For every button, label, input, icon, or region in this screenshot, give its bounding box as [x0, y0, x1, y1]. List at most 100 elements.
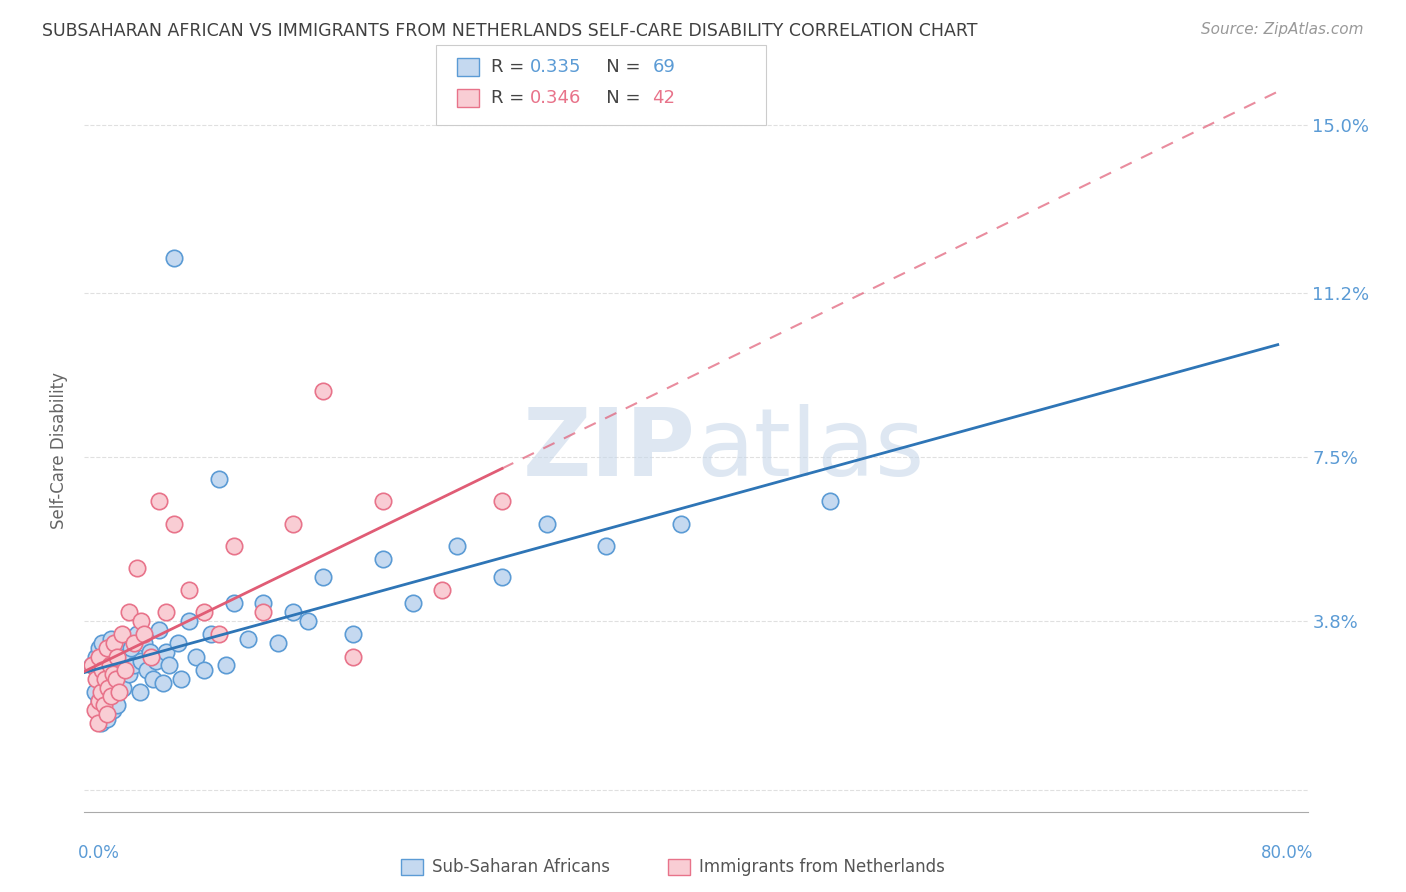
Point: [100, 690, 122, 704]
Point: [152, 676, 174, 690]
Point: [491, 570, 513, 584]
Point: [84, 672, 107, 686]
Point: [84, 649, 107, 664]
Point: [98, 654, 121, 668]
Point: [283, 516, 305, 531]
Point: [155, 605, 177, 619]
Point: [139, 645, 162, 659]
Point: [98, 658, 121, 673]
Point: [491, 494, 513, 508]
Point: [222, 596, 245, 610]
Point: [129, 614, 152, 628]
Point: [114, 649, 136, 664]
Point: [193, 663, 215, 677]
Point: [163, 516, 186, 531]
Point: [267, 636, 290, 650]
Point: [207, 472, 229, 486]
Point: [283, 605, 305, 619]
Point: [89, 640, 111, 655]
Point: [207, 627, 229, 641]
Point: [157, 658, 180, 673]
Point: [155, 645, 177, 659]
Point: [96, 640, 118, 655]
Text: 80.0%: 80.0%: [1261, 844, 1313, 863]
Point: [132, 636, 155, 650]
Point: [215, 658, 238, 673]
Point: [129, 654, 152, 668]
Point: [105, 672, 128, 686]
Point: [97, 681, 120, 695]
Point: [222, 539, 245, 553]
Point: [118, 605, 141, 619]
Point: [104, 672, 127, 686]
Text: 42: 42: [652, 89, 675, 107]
Point: [536, 516, 558, 531]
Text: N =: N =: [589, 58, 647, 76]
Point: [101, 703, 124, 717]
Point: [122, 658, 145, 673]
Point: [252, 605, 274, 619]
Point: [132, 627, 155, 641]
Point: [93, 698, 115, 713]
Point: [97, 676, 120, 690]
Point: [80, 658, 103, 673]
Point: [118, 667, 141, 681]
Point: [100, 690, 122, 704]
Point: [186, 649, 208, 664]
Point: [167, 636, 190, 650]
Point: [104, 645, 127, 659]
Point: [122, 636, 145, 650]
Point: [669, 516, 692, 531]
Point: [100, 632, 122, 646]
Text: Immigrants from Netherlands: Immigrants from Netherlands: [699, 858, 945, 876]
Point: [89, 649, 111, 664]
Point: [432, 583, 454, 598]
Point: [312, 384, 335, 398]
Point: [312, 570, 335, 584]
Point: [818, 494, 841, 508]
Point: [89, 694, 111, 708]
Point: [177, 583, 200, 598]
Point: [91, 636, 114, 650]
Text: ZIP: ZIP: [523, 404, 696, 497]
Point: [170, 672, 193, 686]
Point: [595, 539, 617, 553]
Point: [89, 672, 111, 686]
Point: [120, 640, 142, 655]
Point: [90, 716, 112, 731]
Point: [90, 685, 112, 699]
Text: 69: 69: [652, 58, 675, 76]
Point: [101, 667, 124, 681]
Point: [107, 685, 129, 699]
Point: [103, 685, 125, 699]
Point: [93, 698, 115, 713]
Point: [107, 636, 129, 650]
Point: [177, 614, 200, 628]
Text: Source: ZipAtlas.com: Source: ZipAtlas.com: [1201, 22, 1364, 37]
Point: [193, 605, 215, 619]
Point: [91, 663, 114, 677]
Point: [91, 667, 114, 681]
Point: [80, 658, 103, 673]
Point: [87, 703, 110, 717]
Point: [297, 614, 319, 628]
Point: [105, 698, 128, 713]
Text: 0.346: 0.346: [530, 89, 582, 107]
Point: [111, 663, 134, 677]
Point: [342, 649, 364, 664]
Point: [252, 596, 274, 610]
Point: [94, 672, 117, 686]
Point: [141, 649, 163, 664]
Point: [148, 623, 170, 637]
Point: [371, 494, 394, 508]
Point: [125, 627, 148, 641]
Text: atlas: atlas: [696, 404, 924, 497]
Point: [93, 663, 115, 677]
Text: N =: N =: [589, 89, 647, 107]
Point: [83, 685, 105, 699]
Point: [111, 627, 134, 641]
Point: [200, 627, 222, 641]
Text: 0.0%: 0.0%: [79, 844, 120, 863]
Point: [142, 672, 165, 686]
Point: [103, 658, 125, 673]
